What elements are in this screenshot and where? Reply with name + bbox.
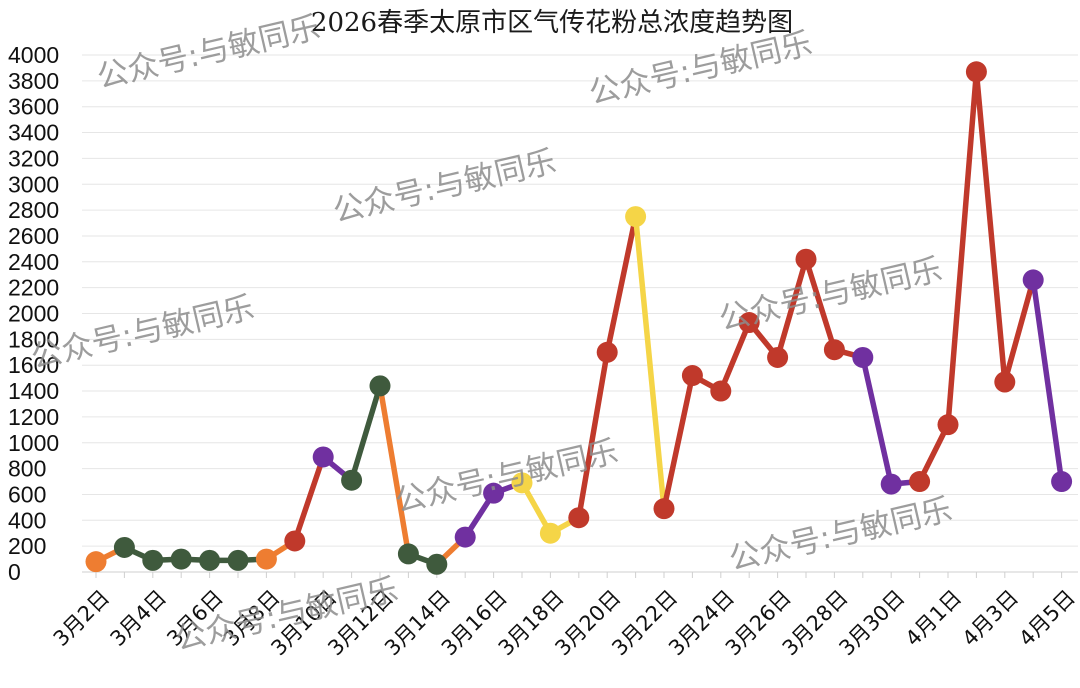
data-point xyxy=(426,553,448,575)
y-tick-label: 4000 xyxy=(8,42,59,68)
y-tick-label: 3200 xyxy=(8,145,59,171)
gridlines xyxy=(82,54,1078,573)
data-point xyxy=(1051,471,1073,493)
watermark-text: 公众号:与敏同乐 xyxy=(330,144,560,230)
series-segment xyxy=(973,69,1008,385)
data-point xyxy=(284,530,306,552)
x-tick-label: 4月5日 xyxy=(1014,585,1080,651)
chart-title: 2026春季太原市区气传花粉总浓度趋势图 xyxy=(311,8,793,38)
watermark-text: 公众号:与敏同乐 xyxy=(726,492,956,578)
y-tick-label: 1400 xyxy=(8,378,59,404)
data-point xyxy=(369,375,391,397)
data-point xyxy=(227,549,249,571)
data-point xyxy=(767,346,789,368)
x-tick-label: 4月1日 xyxy=(901,585,967,651)
data-point xyxy=(397,543,419,565)
y-tick-label: 2000 xyxy=(8,301,59,327)
series-segment xyxy=(604,213,639,356)
data-point xyxy=(170,548,192,570)
y-tick-label: 2400 xyxy=(8,249,59,275)
y-tick-label: 0 xyxy=(8,559,21,585)
data-point xyxy=(937,414,959,436)
data-point xyxy=(255,548,277,570)
data-point xyxy=(454,526,476,548)
data-point xyxy=(823,339,845,361)
y-tick-label: 2600 xyxy=(8,223,59,249)
data-point xyxy=(909,471,931,493)
data-point xyxy=(85,551,107,573)
data-point xyxy=(965,61,987,83)
data-point xyxy=(1022,269,1044,291)
data-point xyxy=(625,206,647,228)
y-tick-label: 1800 xyxy=(8,326,59,352)
y-axis: 0200400600800100012001400160018002000220… xyxy=(8,42,59,585)
series-segment xyxy=(860,354,894,487)
y-tick-label: 200 xyxy=(8,533,46,559)
data-point xyxy=(199,549,221,571)
data-point xyxy=(312,446,334,468)
series-segment xyxy=(377,383,412,557)
series-segment xyxy=(348,383,383,483)
watermark-text: 公众号:与敏同乐 xyxy=(586,26,816,112)
data-point xyxy=(994,371,1016,393)
watermark-text: 公众号:与敏同乐 xyxy=(94,10,324,96)
y-tick-label: 2200 xyxy=(8,275,59,301)
data-point xyxy=(738,312,760,334)
x-tick-label: 3月4日 xyxy=(106,585,172,651)
series-segment xyxy=(718,319,752,394)
series-segment xyxy=(632,213,667,512)
series-segment xyxy=(1030,277,1065,485)
y-tick-label: 400 xyxy=(8,507,46,533)
watermark-text: 公众号:与敏同乐 xyxy=(28,290,258,376)
y-tick-label: 2800 xyxy=(8,197,59,223)
data-point xyxy=(852,346,874,368)
series-segment xyxy=(661,372,696,512)
data-point xyxy=(596,341,618,363)
y-tick-label: 3400 xyxy=(8,120,59,146)
data-point xyxy=(113,536,135,558)
series-segment xyxy=(576,349,610,521)
series-segment xyxy=(803,256,838,353)
x-tick-label: 3月2日 xyxy=(49,585,115,651)
data-point xyxy=(710,380,732,402)
data-point xyxy=(142,549,164,571)
y-tick-label: 1200 xyxy=(8,404,59,430)
data-point xyxy=(795,248,817,270)
x-tick-label: 4月3日 xyxy=(958,585,1024,651)
y-tick-label: 3800 xyxy=(8,68,59,94)
data-point xyxy=(681,365,703,387)
data-point xyxy=(539,522,561,544)
y-tick-label: 800 xyxy=(8,456,46,482)
series-segment xyxy=(1002,277,1036,385)
series-segment xyxy=(916,421,951,485)
data-point xyxy=(511,472,533,494)
data-point xyxy=(483,482,505,504)
series-segment xyxy=(292,454,326,544)
data-point xyxy=(341,469,363,491)
series-segment xyxy=(945,69,980,428)
y-tick-label: 3600 xyxy=(8,94,59,120)
y-tick-label: 3000 xyxy=(8,171,59,197)
data-point xyxy=(568,507,590,529)
y-tick-label: 600 xyxy=(8,481,46,507)
y-tick-label: 1000 xyxy=(8,430,59,456)
data-point xyxy=(653,498,675,520)
y-tick-label: 1600 xyxy=(8,352,59,378)
series-segment xyxy=(774,256,809,361)
series-points xyxy=(85,61,1073,575)
watermark-text: 公众号:与敏同乐 xyxy=(716,252,946,338)
data-point xyxy=(880,473,902,495)
